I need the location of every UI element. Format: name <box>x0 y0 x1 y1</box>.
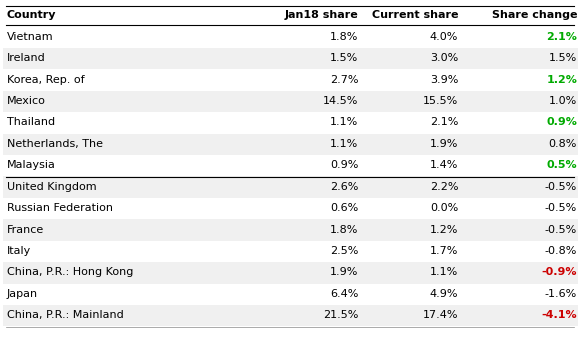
Text: 1.9%: 1.9% <box>330 267 358 277</box>
Text: 0.5%: 0.5% <box>546 160 577 170</box>
Bar <box>3 112 578 134</box>
Text: 1.2%: 1.2% <box>546 75 577 85</box>
Text: 4.0%: 4.0% <box>430 32 458 42</box>
Text: Thailand: Thailand <box>7 118 55 127</box>
Text: Ireland: Ireland <box>7 53 46 63</box>
Text: 3.9%: 3.9% <box>430 75 458 85</box>
Text: 1.5%: 1.5% <box>330 53 358 63</box>
Text: 0.9%: 0.9% <box>546 118 577 127</box>
Text: Russian Federation: Russian Federation <box>7 203 113 213</box>
Text: 0.0%: 0.0% <box>430 203 458 213</box>
Text: 2.5%: 2.5% <box>330 246 358 256</box>
Bar <box>3 27 578 48</box>
Bar <box>3 305 578 326</box>
Text: -1.6%: -1.6% <box>545 289 577 299</box>
Text: Netherlands, The: Netherlands, The <box>7 139 103 149</box>
Text: 6.4%: 6.4% <box>330 289 358 299</box>
Text: 0.9%: 0.9% <box>330 160 358 170</box>
Bar <box>3 284 578 305</box>
Text: Italy: Italy <box>7 246 31 256</box>
Text: 21.5%: 21.5% <box>323 310 358 320</box>
Text: United Kingdom: United Kingdom <box>7 182 97 192</box>
Bar <box>3 219 578 241</box>
Text: Mexico: Mexico <box>7 96 46 106</box>
Bar <box>3 155 578 177</box>
Bar <box>3 91 578 112</box>
Text: 1.9%: 1.9% <box>430 139 458 149</box>
Bar <box>3 69 578 91</box>
Text: -0.5%: -0.5% <box>545 203 577 213</box>
Text: Current share: Current share <box>372 10 458 20</box>
Text: Malaysia: Malaysia <box>7 160 56 170</box>
Text: 1.7%: 1.7% <box>430 246 458 256</box>
Text: 2.7%: 2.7% <box>330 75 358 85</box>
Text: China, P.R.: Mainland: China, P.R.: Mainland <box>7 310 124 320</box>
Text: 2.1%: 2.1% <box>546 32 577 42</box>
Text: China, P.R.: Hong Kong: China, P.R.: Hong Kong <box>7 267 133 277</box>
Text: -4.1%: -4.1% <box>542 310 577 320</box>
Text: -0.9%: -0.9% <box>542 267 577 277</box>
Bar <box>3 177 578 198</box>
Text: France: France <box>7 225 44 234</box>
Text: 1.5%: 1.5% <box>549 53 577 63</box>
Bar <box>3 134 578 155</box>
Bar <box>3 198 578 219</box>
Text: Jan18 share: Jan18 share <box>285 10 358 20</box>
Text: 0.6%: 0.6% <box>330 203 358 213</box>
Text: 3.0%: 3.0% <box>430 53 458 63</box>
Text: 0.8%: 0.8% <box>549 139 577 149</box>
Text: 1.1%: 1.1% <box>430 267 458 277</box>
Text: Country: Country <box>7 10 56 20</box>
Text: 1.4%: 1.4% <box>430 160 458 170</box>
Text: 1.8%: 1.8% <box>330 225 358 234</box>
Text: 1.1%: 1.1% <box>330 118 358 127</box>
Text: 2.1%: 2.1% <box>430 118 458 127</box>
Text: 1.2%: 1.2% <box>430 225 458 234</box>
Text: 4.9%: 4.9% <box>430 289 458 299</box>
Text: -0.8%: -0.8% <box>545 246 577 256</box>
Text: 17.4%: 17.4% <box>423 310 458 320</box>
Bar <box>3 241 578 262</box>
Text: 1.0%: 1.0% <box>549 96 577 106</box>
Text: 14.5%: 14.5% <box>323 96 358 106</box>
Text: 1.1%: 1.1% <box>330 139 358 149</box>
Text: 2.2%: 2.2% <box>430 182 458 192</box>
Text: -0.5%: -0.5% <box>545 182 577 192</box>
Text: 1.8%: 1.8% <box>330 32 358 42</box>
Text: Korea, Rep. of: Korea, Rep. of <box>7 75 85 85</box>
Text: Vietnam: Vietnam <box>7 32 53 42</box>
Text: Share change: Share change <box>492 10 577 20</box>
Text: 2.6%: 2.6% <box>330 182 358 192</box>
Text: Japan: Japan <box>7 289 38 299</box>
Text: -0.5%: -0.5% <box>545 225 577 234</box>
Bar <box>3 48 578 69</box>
Bar <box>3 262 578 284</box>
Text: 15.5%: 15.5% <box>423 96 458 106</box>
